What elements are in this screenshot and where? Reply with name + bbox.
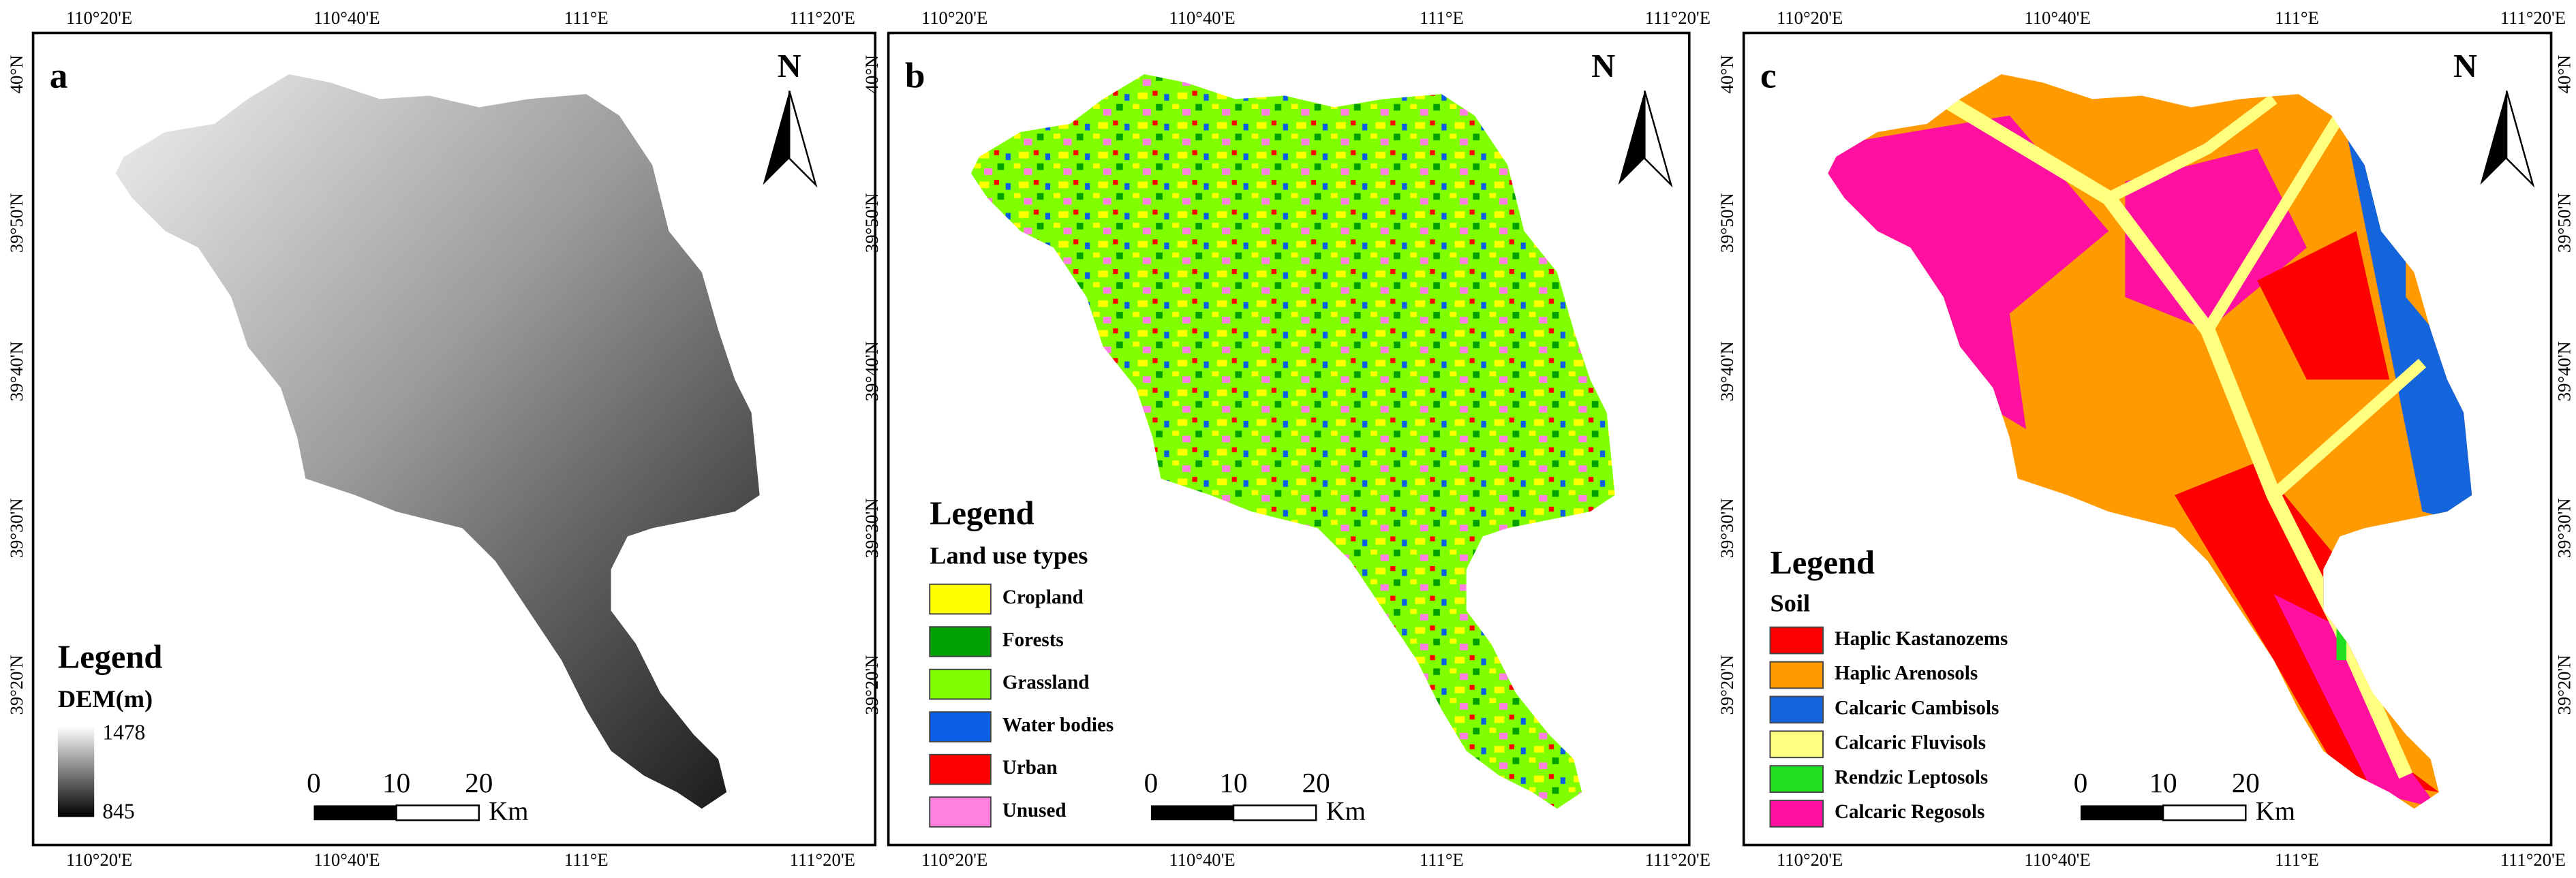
lat-tick-label: 39°40'N <box>861 341 882 401</box>
lon-tick-label: 110°20'E <box>921 849 987 870</box>
lon-tick-label: 111°E <box>564 7 609 28</box>
north-label: N <box>778 48 801 84</box>
legend-label: Grassland <box>1002 672 1090 693</box>
legend-label: Rendzic Leptosols <box>1835 766 1988 788</box>
scale-label: 10 <box>382 767 410 798</box>
scale-label: 0 <box>2074 767 2088 798</box>
lon-tick-label: 111°20'E <box>2500 849 2566 870</box>
lat-tick-label: 40°N <box>2554 55 2574 94</box>
legend-swatch <box>929 626 992 657</box>
lat-tick-label: 39°30'N <box>6 498 27 558</box>
scale-unit: Km <box>1326 796 1366 826</box>
lat-tick-label: 39°40'N <box>1717 341 1737 401</box>
lat-tick-label: 39°40'N <box>2554 341 2574 401</box>
lon-tick-label: 110°40'E <box>313 849 380 870</box>
panel-label: c <box>1760 56 1777 96</box>
legend-label: Haplic Kastanozems <box>1835 628 2008 650</box>
panel-a <box>31 31 877 847</box>
dem-raster <box>115 74 760 809</box>
legend-label: Water bodies <box>1002 715 1114 736</box>
legend-swatch <box>1769 800 1824 828</box>
lon-tick-label: 111°20'E <box>2500 7 2566 28</box>
scale-unit: Km <box>2256 796 2295 826</box>
lon-tick-label: 111°20'E <box>1645 849 1711 870</box>
legend-label: Unused <box>1002 800 1067 821</box>
scale-label: 20 <box>2232 767 2260 798</box>
scale-label: 10 <box>2149 767 2177 798</box>
lat-tick-label: 40°N <box>861 55 882 94</box>
lat-tick-label: 39°50'N <box>2554 193 2574 253</box>
lon-tick-label: 111°20'E <box>790 849 855 870</box>
lat-tick-label: 39°50'N <box>1717 193 1737 253</box>
lat-tick-label: 39°20'N <box>6 655 27 715</box>
land-use-raster <box>970 74 1615 809</box>
lat-tick-label: 39°30'N <box>2554 498 2574 558</box>
legend-subtitle: Land use types <box>930 542 1088 569</box>
north-label: N <box>2453 48 2477 84</box>
legend-label: Calcaric Cambisols <box>1835 697 1999 719</box>
lat-tick-label: 39°50'N <box>6 193 27 253</box>
lat-tick-label: 39°50'N <box>861 193 882 253</box>
scale-label: 0 <box>1144 767 1159 798</box>
lat-tick-label: 40°N <box>1717 55 1737 94</box>
lon-tick-label: 111°E <box>1420 7 1464 28</box>
legend-swatch <box>929 711 992 742</box>
legend-label: Forests <box>1002 629 1064 651</box>
legend-swatch <box>1769 626 1824 655</box>
lon-tick-label: 110°20'E <box>1777 849 1843 870</box>
lat-tick-label: 39°30'N <box>861 498 882 558</box>
legend-swatch <box>929 753 992 785</box>
panel-c <box>1742 31 2553 847</box>
lon-tick-label: 111°E <box>1420 849 1464 870</box>
legend-label: Calcaric Fluvisols <box>1835 732 1986 753</box>
legend-label: Haplic Arenosols <box>1835 663 1978 685</box>
legend-swatch <box>1769 730 1824 759</box>
legend-label: Calcaric Regosols <box>1835 801 1984 823</box>
legend-label: Urban <box>1002 757 1058 779</box>
legend-swatch <box>1769 661 1824 689</box>
lon-tick-label: 110°40'E <box>313 7 380 28</box>
lon-tick-label: 111°E <box>564 849 609 870</box>
legend-subtitle: DEM(m) <box>58 685 153 712</box>
scale-label: 10 <box>1219 767 1247 798</box>
panel-label: a <box>50 56 68 96</box>
legend-title: Legend <box>1770 545 1874 581</box>
scale-label: 0 <box>307 767 321 798</box>
lon-tick-label: 111°20'E <box>1645 7 1711 28</box>
legend-label: Cropland <box>1002 586 1084 608</box>
legend-min: 845 <box>102 800 134 824</box>
lat-tick-label: 40°N <box>6 55 27 94</box>
north-label: N <box>1591 48 1615 84</box>
legend-swatch <box>929 796 992 828</box>
lon-tick-label: 110°40'E <box>2024 849 2090 870</box>
lat-tick-label: 39°30'N <box>1717 498 1737 558</box>
lat-tick-label: 39°20'N <box>861 655 882 715</box>
legend-title: Legend <box>58 639 162 675</box>
legend-swatch <box>929 583 992 615</box>
lon-tick-label: 110°40'E <box>1169 849 1235 870</box>
scale-label: 20 <box>465 767 493 798</box>
legend-max: 1478 <box>102 720 145 744</box>
legend-title: Legend <box>930 496 1034 532</box>
lon-tick-label: 111°E <box>2275 849 2319 870</box>
lon-tick-label: 110°40'E <box>1169 7 1235 28</box>
legend-swatch <box>1769 695 1824 724</box>
lat-tick-label: 39°20'N <box>2554 655 2574 715</box>
legend-swatch <box>929 668 992 700</box>
scale-unit: Km <box>489 796 528 826</box>
lon-tick-label: 110°20'E <box>1777 7 1843 28</box>
lon-tick-label: 110°20'E <box>66 7 132 28</box>
legend-subtitle: Soil <box>1770 590 1810 617</box>
lon-tick-label: 110°40'E <box>2024 7 2090 28</box>
lon-tick-label: 110°20'E <box>921 7 987 28</box>
lon-tick-label: 111°20'E <box>790 7 855 28</box>
lon-tick-label: 111°E <box>2275 7 2319 28</box>
lat-tick-label: 39°20'N <box>1717 655 1737 715</box>
scale-label: 20 <box>1302 767 1330 798</box>
lon-tick-label: 110°20'E <box>66 849 132 870</box>
lat-tick-label: 39°40'N <box>6 341 27 401</box>
panel-label: b <box>905 56 925 96</box>
legend-swatch <box>1769 765 1824 793</box>
